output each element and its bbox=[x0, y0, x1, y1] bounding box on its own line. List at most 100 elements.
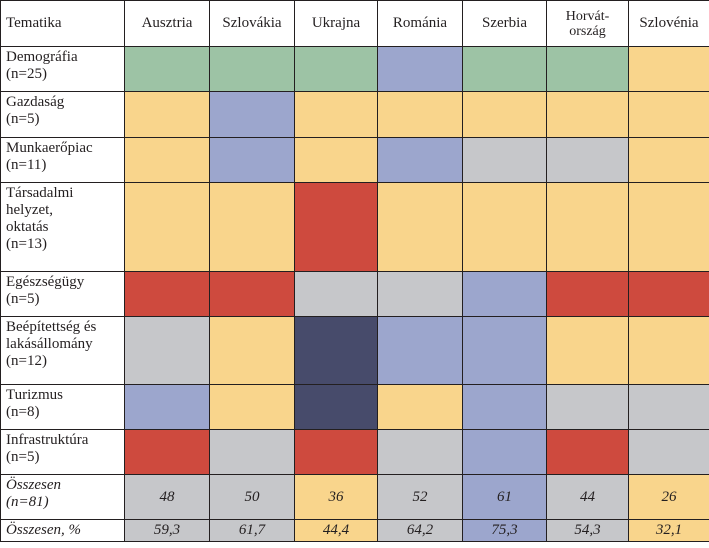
color-cell-yellow bbox=[209, 182, 295, 272]
header-country: Románia bbox=[377, 0, 463, 47]
summary-value: 75,3 bbox=[462, 519, 547, 542]
color-cell-yellow bbox=[294, 137, 378, 183]
color-cell-yellow bbox=[628, 91, 709, 138]
summary-value: 32,1 bbox=[628, 519, 709, 542]
row-label: Társadalmi helyzet, oktatás (n=13) bbox=[0, 182, 125, 272]
row-label-line: (n=11) bbox=[6, 157, 47, 173]
row-label: Beépítettség és lakásállomány (n=12) bbox=[0, 316, 125, 385]
summary-value: 52 bbox=[377, 474, 463, 520]
summary-row-osszesen: Összesen (n=81) 48 50 36 52 61 44 26 bbox=[0, 474, 709, 520]
table-row-infrastruktura: Infrastruktúra (n=5) bbox=[0, 429, 709, 475]
header-country-label: Szlovákia bbox=[222, 15, 282, 31]
row-label: Demográfia (n=25) bbox=[0, 46, 125, 92]
color-cell-grey bbox=[628, 384, 709, 430]
header-row: Tematika Ausztria Szlovákia Ukrajna Románia… bbox=[0, 0, 709, 47]
color-cell-blue bbox=[209, 137, 295, 183]
color-cell-red bbox=[546, 271, 629, 317]
summary-value: 50 bbox=[209, 474, 295, 520]
row-label: Egészségügy (n=5) bbox=[0, 271, 125, 317]
row-label-line: (n=12) bbox=[6, 353, 47, 369]
color-cell-blue bbox=[462, 271, 547, 317]
color-cell-green bbox=[462, 46, 547, 92]
summary-value: 64,2 bbox=[377, 519, 463, 542]
row-label-line: Összesen bbox=[6, 477, 61, 493]
color-cell-grey bbox=[546, 137, 629, 183]
color-cell-red bbox=[209, 271, 295, 317]
color-cell-grey bbox=[377, 429, 463, 475]
color-cell-blue bbox=[462, 384, 547, 430]
color-cell-red bbox=[294, 182, 378, 272]
table-row-demografia: Demográfia (n=25) bbox=[0, 46, 709, 92]
color-cell-yellow bbox=[546, 316, 629, 385]
row-label: Összesen, % bbox=[0, 519, 125, 542]
row-label-line: Társadalmi bbox=[6, 185, 74, 201]
row-label-line: oktatás bbox=[6, 219, 49, 235]
color-cell-yellow bbox=[628, 316, 709, 385]
header-country-label: Horvát- bbox=[565, 8, 610, 24]
color-cell-yellow bbox=[124, 91, 210, 138]
color-cell-red bbox=[294, 429, 378, 475]
color-cell-yellow bbox=[377, 384, 463, 430]
summary-value: 44,4 bbox=[294, 519, 378, 542]
row-label-line: helyzet, bbox=[6, 202, 54, 218]
row-label-line: Egészségügy bbox=[6, 274, 85, 290]
row-label-line: Összesen, % bbox=[6, 522, 81, 538]
color-cell-yellow bbox=[628, 182, 709, 272]
color-cell-red bbox=[124, 429, 210, 475]
row-label-line: Infrastruktúra bbox=[6, 432, 89, 448]
header-country-label: Ukrajna bbox=[311, 15, 361, 31]
row-label-line: (n=8) bbox=[6, 404, 40, 420]
header-tematika: Tematika bbox=[0, 0, 125, 47]
table-row-beepitettseg: Beépítettség és lakásállomány (n=12) bbox=[0, 316, 709, 385]
color-cell-blue bbox=[209, 91, 295, 138]
color-cell-green bbox=[209, 46, 295, 92]
color-cell-grey bbox=[628, 429, 709, 475]
row-label-line: Demográfia bbox=[6, 49, 78, 65]
row-label-line: (n=13) bbox=[6, 236, 47, 252]
color-cell-green bbox=[546, 46, 629, 92]
color-cell-grey bbox=[294, 271, 378, 317]
summary-value: 54,3 bbox=[546, 519, 629, 542]
color-cell-blue bbox=[462, 429, 547, 475]
summary-row-osszesen-szazalek: Összesen, % 59,3 61,7 44,4 64,2 75,3 54,3 32,1 bbox=[0, 519, 709, 542]
header-country: Horvát-ország bbox=[546, 0, 629, 47]
color-cell-yellow bbox=[546, 91, 629, 138]
table-row-tarsadalmi-helyzet: Társadalmi helyzet, oktatás (n=13) bbox=[0, 182, 709, 272]
header-country-label: Szlovénia bbox=[639, 15, 699, 31]
color-cell-blue bbox=[124, 384, 210, 430]
table-row-egeszsegugy: Egészségügy (n=5) bbox=[0, 271, 709, 317]
color-cell-blue bbox=[377, 46, 463, 92]
row-label: Turizmus (n=8) bbox=[0, 384, 125, 430]
color-cell-blue bbox=[377, 137, 463, 183]
row-label: Munkaerőpiac (n=11) bbox=[0, 137, 125, 183]
row-label: Gazdaság (n=5) bbox=[0, 91, 125, 138]
color-cell-yellow bbox=[209, 384, 295, 430]
row-label-line: Munkaerőpiac bbox=[6, 140, 93, 156]
row-label: Infrastruktúra (n=5) bbox=[0, 429, 125, 475]
row-label-line: (n=25) bbox=[6, 66, 47, 82]
summary-value: 44 bbox=[546, 474, 629, 520]
header-country: Szlovákia bbox=[209, 0, 295, 47]
color-cell-yellow bbox=[462, 182, 547, 272]
color-cell-navy bbox=[294, 384, 378, 430]
color-cell-yellow bbox=[628, 137, 709, 183]
color-cell-blue bbox=[377, 316, 463, 385]
summary-value: 59,3 bbox=[124, 519, 210, 542]
color-cell-yellow bbox=[377, 182, 463, 272]
color-cell-yellow bbox=[546, 182, 629, 272]
color-cell-red bbox=[124, 271, 210, 317]
color-cell-red bbox=[628, 271, 709, 317]
header-country-label: Ausztria bbox=[141, 15, 193, 31]
color-cell-yellow bbox=[462, 91, 547, 138]
header-country: Ukrajna bbox=[294, 0, 378, 47]
header-country: Ausztria bbox=[124, 0, 210, 47]
color-cell-yellow bbox=[294, 91, 378, 138]
color-cell-navy bbox=[294, 316, 378, 385]
header-country-label: ország bbox=[569, 23, 606, 39]
color-cell-yellow bbox=[124, 182, 210, 272]
header-country-label: Románia bbox=[392, 15, 448, 31]
row-label-line: (n=5) bbox=[6, 291, 40, 307]
summary-value: 26 bbox=[628, 474, 709, 520]
header-country-label: Szerbia bbox=[482, 15, 527, 31]
